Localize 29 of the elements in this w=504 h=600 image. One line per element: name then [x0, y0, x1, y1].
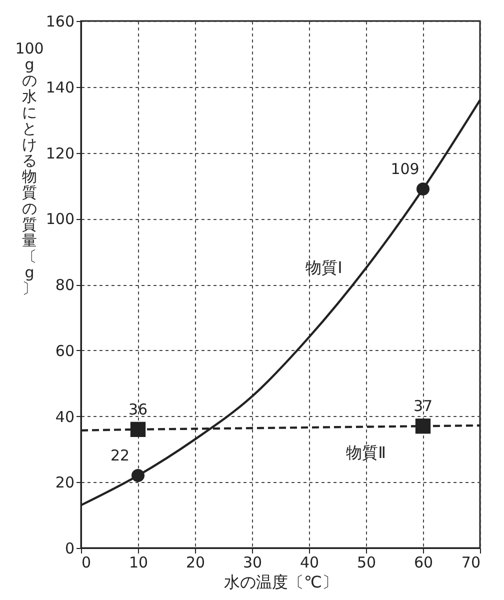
y-tick-label: 160 [46, 12, 74, 30]
point [130, 422, 146, 438]
x-tick-label: 60 [414, 554, 434, 572]
y-tick-label: 20 [55, 474, 74, 492]
x-tick-label: 0 [82, 554, 92, 572]
point [131, 469, 145, 482]
data-label: 109 [390, 160, 420, 178]
x-tick-label: 70 [461, 554, 480, 572]
data-label: 37 [413, 397, 433, 416]
y-tick-label: 0 [64, 540, 74, 558]
y-tick-label: 60 [55, 342, 74, 360]
x-tick-label: 20 [186, 554, 206, 572]
y-tick-label: 80 [55, 276, 74, 294]
series-label: 物質Ⅰ [306, 258, 342, 278]
point [416, 182, 430, 196]
x-tick-label: 40 [300, 554, 320, 572]
x-tick-label: 10 [128, 554, 148, 572]
y-tick-label: 140 [46, 78, 74, 96]
data-label: 36 [128, 400, 148, 418]
y-tick-label: 100 [46, 210, 74, 228]
x-axis-title: 水の温度〔℃〕 [224, 572, 338, 592]
x-tick-label: 50 [356, 554, 376, 572]
x-tick-label: 30 [242, 554, 262, 572]
point [415, 418, 431, 434]
series-label: 物質Ⅱ [346, 442, 386, 462]
y-tick-label: 120 [46, 144, 74, 162]
y-tick-label: 40 [55, 408, 74, 426]
text: 100gの水にとける物質の質量〔g〕 [15, 40, 44, 298]
data-label: 22 [110, 446, 130, 465]
